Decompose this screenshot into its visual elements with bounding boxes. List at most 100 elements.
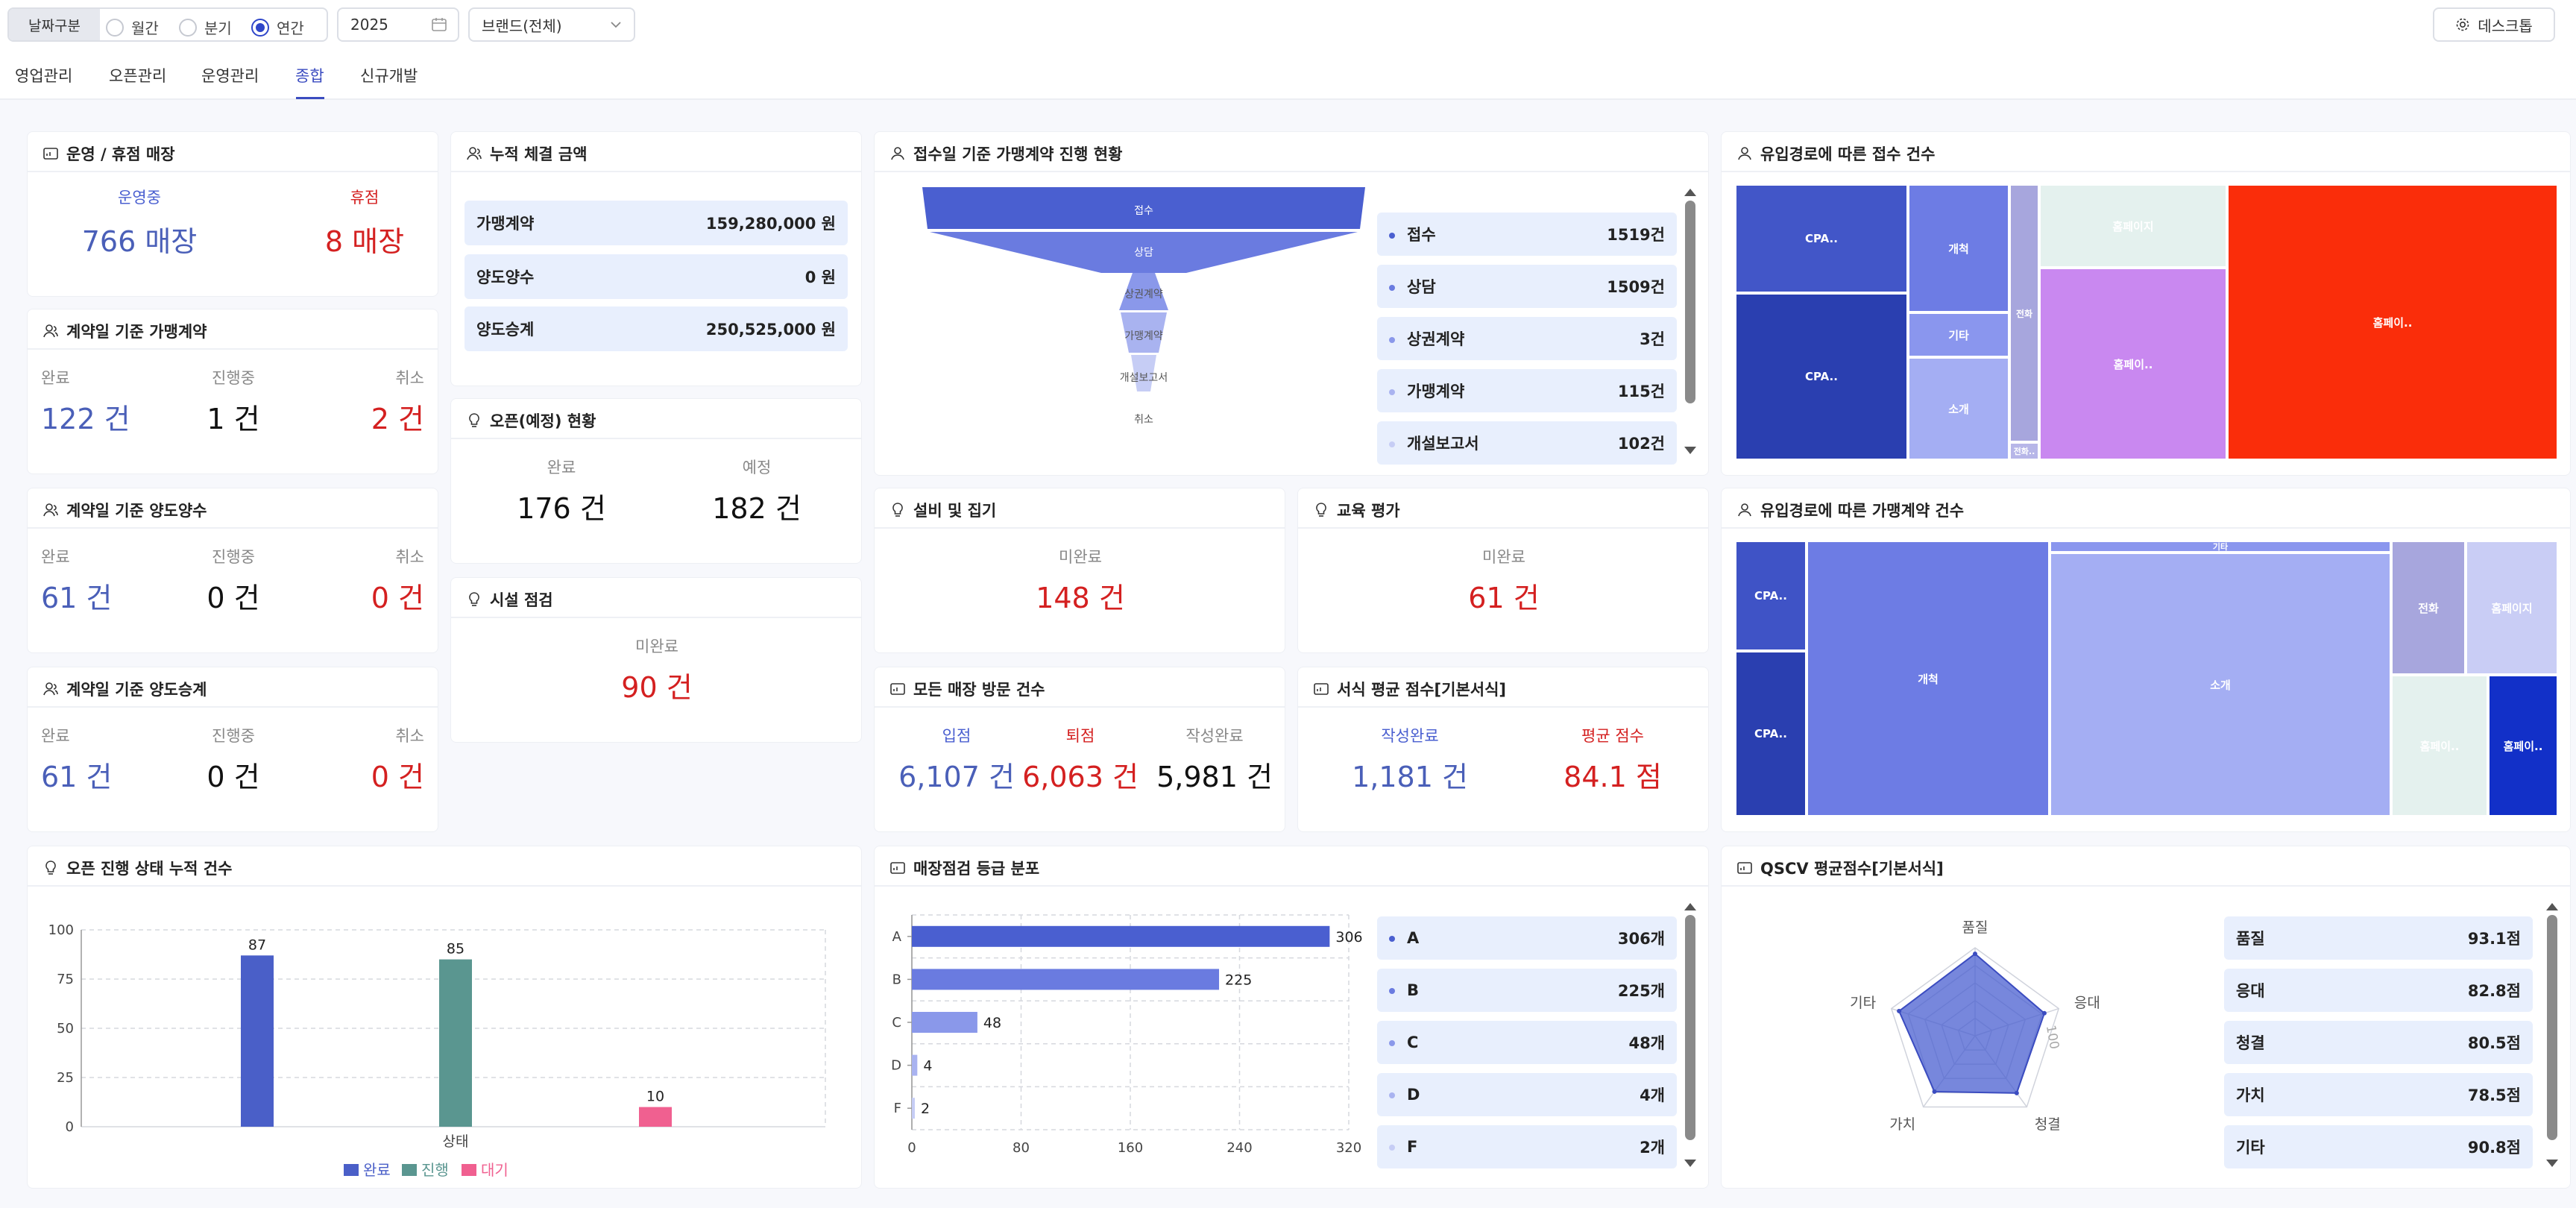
treemap-tile[interactable]: 기타 [1908,312,2009,357]
qscv-card: QSCV 평균점수[기본서식] 품질 응대 청결 가치 기타 100 품질 93.1점 응대 8… [1721,846,2571,1189]
list-row: 청결 80.5점 [2224,1021,2533,1064]
tab-operation[interactable]: 운영관리 [201,67,259,85]
franchise-funnel-card: 접수일 기준 가맹계약 진행 현황 접수 상담 상권계약 가맹계약 개설보고서 … [874,131,1709,476]
scroll-up-arrow[interactable] [2546,903,2558,910]
radio-monthly[interactable]: 월간 [106,16,159,38]
treemap-tile[interactable]: 소개 [1908,357,2009,460]
treemap-tile[interactable]: 홈페이.. [2227,184,2558,460]
treemap-tile[interactable]: 전화 [2009,184,2039,442]
row-label: A [1389,929,1419,947]
funnel-chart: 접수 상담 상권계약 가맹계약 개설보고서 취소 [922,187,1365,426]
tab-sales[interactable]: 영업관리 [15,67,73,85]
scrollbar-thumb[interactable] [2547,915,2557,1140]
radar-point[interactable] [2041,1010,2047,1016]
tab-new-development[interactable]: 신규개발 [360,67,418,85]
lightbulb-icon [45,861,56,875]
row-label-text: 가맹계약 [1407,383,1465,400]
funnel-stage-report [1131,355,1156,391]
scroll-down-arrow[interactable] [1684,1160,1696,1167]
row-label: B [1389,981,1419,999]
radar-axis-label: 가치 [1889,1116,1915,1133]
y-tick-label: 0 [66,1119,74,1135]
treemap-tile[interactable]: 홈페이.. [2391,675,2488,817]
in-progress-label: 진행중 [212,369,255,387]
radio-dot[interactable] [106,18,124,37]
treemap-tile[interactable]: 개척 [1807,541,2050,817]
scroll-down-arrow[interactable] [1684,447,1696,454]
done-label: 완료 [547,459,576,476]
exit-value: 6,063 건 [1022,761,1139,793]
treemap-tile[interactable]: 홈페이.. [2039,268,2227,460]
row-label: F [1389,1138,1417,1156]
in-progress-label: 진행중 [212,548,255,566]
scrollbar-thumb[interactable] [1685,915,1695,1140]
bar-F[interactable] [912,1098,915,1119]
form-score-card: 서식 평균 점수[기본서식] 작성완료 1,181 건 평균 점수 84.1 점 [1297,667,1709,832]
in-progress-value: 0 건 [207,582,260,614]
facility-inspection-card: 시설 점검 미완료 90 건 [450,577,862,743]
written-value: 5,981 건 [1156,761,1273,793]
brand-select[interactable]: 브랜드(전체) [468,7,635,42]
list-row: 가치 78.5점 [2224,1073,2533,1116]
row-value: 82.8점 [2467,982,2521,1000]
written-label: 작성완료 [1185,727,1244,745]
radar-axis-label: 품질 [1962,919,1988,936]
chart-card-icon [43,148,58,160]
scroll-up-arrow[interactable] [1684,189,1696,196]
card-title: 모든 매장 방문 건수 [889,678,1045,700]
treemap-tile[interactable]: 전화 [2391,541,2466,675]
row-label: 청결 [2236,1031,2265,1054]
incomplete-label: 미완료 [1482,548,1525,566]
desktop-button[interactable]: 데스크톱 [2433,7,2555,42]
treemap-tile[interactable]: CPA.. [1735,651,1807,817]
lightbulb-icon [469,592,479,606]
treemap-tile[interactable]: CPA.. [1735,293,1908,460]
bar-대기[interactable] [639,1107,672,1127]
bar-A[interactable] [912,925,1330,947]
bar-진행[interactable] [439,959,472,1127]
treemap-tile[interactable]: CPA.. [1735,541,1807,651]
legend-label[interactable]: 대기 [481,1161,508,1179]
person-icon [891,147,904,160]
radar-point[interactable] [2014,1090,2019,1095]
bar-B[interactable] [912,969,1220,990]
operating-label: 운영중 [118,189,161,207]
treemap-tile[interactable]: 기타 [2050,541,2391,553]
row-value: 1509건 [1607,278,1665,296]
bar-D[interactable] [912,1054,918,1076]
bar-완료[interactable] [241,955,274,1127]
treemap-tile[interactable]: 홈페이지 [2466,541,2558,675]
radar-area[interactable] [1898,952,2046,1094]
closed-label: 휴점 [350,189,380,207]
row-label: 상담 [1389,275,1436,298]
tab-overview[interactable]: 종합 [295,67,324,85]
chevron-down-icon [611,22,621,28]
tab-open[interactable]: 오픈관리 [109,67,167,85]
legend-swatch [462,1164,476,1176]
radio-dot[interactable] [179,18,197,37]
row-value: 3건 [1640,330,1665,348]
legend-label[interactable]: 완료 [363,1161,391,1179]
row-label: 가맹계약 [1389,380,1464,402]
radio-dot-selected[interactable] [251,18,269,37]
scroll-down-arrow[interactable] [2546,1160,2558,1167]
radar-point[interactable] [1973,951,1977,957]
radar-point[interactable] [1897,1008,1902,1013]
treemap-tile[interactable]: 소개 [2050,553,2391,817]
legend-label[interactable]: 진행 [421,1161,449,1179]
incomplete-value: 61 건 [1468,582,1540,614]
treemap-tile[interactable]: 홈페이지 [2039,184,2227,268]
card-title: 계약일 기준 양도양수 [42,499,207,521]
treemap-tile[interactable]: 개척 [1908,184,2009,312]
scroll-up-arrow[interactable] [1684,903,1696,910]
scrollbar-thumb[interactable] [1685,201,1695,403]
treemap-tile[interactable]: 홈페이.. [2488,675,2558,817]
radar-point[interactable] [1932,1089,1937,1094]
bar-C[interactable] [912,1012,977,1033]
row-label-text: 청결 [2236,1034,2265,1052]
year-picker[interactable]: 2025 [337,7,459,42]
radio-quarterly[interactable]: 분기 [179,16,232,38]
radio-yearly[interactable]: 연간 [251,16,304,38]
treemap-tile[interactable]: 전화.. [2009,442,2039,460]
treemap-tile[interactable]: CPA.. [1735,184,1908,293]
